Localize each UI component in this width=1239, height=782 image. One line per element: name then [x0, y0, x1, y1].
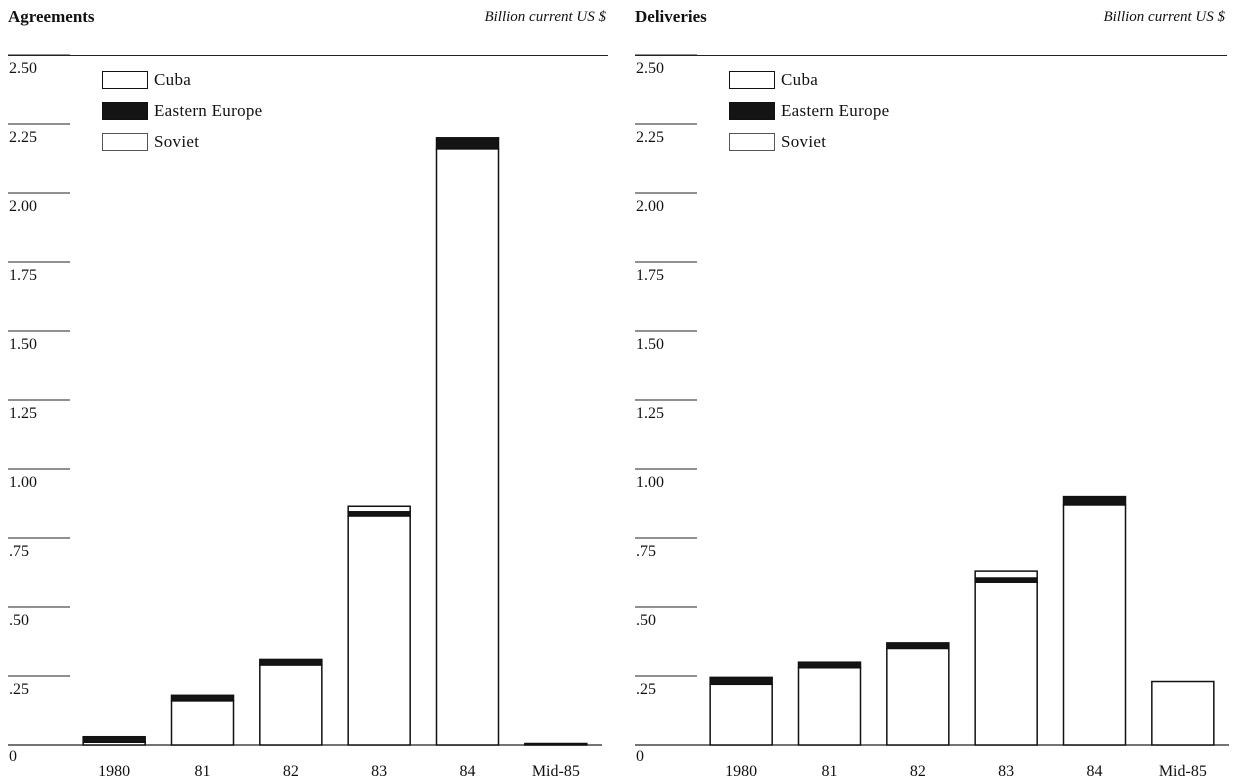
y-tick-label: 1.75 [9, 267, 37, 284]
legend-label-soviet: Soviet [781, 131, 827, 151]
bar-segment-soviet [974, 581, 1038, 746]
bar-segment-cuba [974, 570, 1038, 579]
legend-label-eastern-europe: Eastern Europe [154, 100, 263, 120]
bar-segment-eastern-europe [170, 694, 235, 702]
x-tick-label: Mid-85 [1159, 763, 1207, 780]
deliveries-top-rule [635, 55, 1227, 56]
bar-segment-soviet [347, 515, 411, 746]
y-tick-label: .50 [636, 612, 656, 629]
bar-segment-eastern-europe [1062, 495, 1127, 506]
bar-segment-soviet [886, 647, 950, 746]
legend-item-soviet: Soviet [102, 126, 263, 157]
x-tick-label: 1980 [98, 763, 130, 780]
bar-segment-soviet [170, 700, 235, 746]
y-tick-label: 2.25 [9, 129, 37, 146]
x-tick-label: 82 [283, 763, 299, 780]
x-tick-label: 83 [371, 763, 387, 780]
agreements-chart: 0 .25 .50 .75 1.00 1.25 1.50 1.75 2.00 2.25 2.50 19… [8, 54, 602, 780]
x-tick-label: Mid-85 [532, 763, 580, 780]
y-tick-label: 1.50 [9, 336, 37, 353]
bar-segment-eastern-europe [709, 676, 773, 686]
legend-label-eastern-europe: Eastern Europe [781, 100, 890, 120]
bar-segment-soviet [1151, 680, 1215, 746]
y-tick-label: 1.00 [636, 474, 664, 491]
bar-segment-cuba [347, 505, 411, 513]
y-tick-label: 1.75 [636, 267, 664, 284]
bar-segment-eastern-europe [797, 661, 862, 669]
x-tick-label: 1980 [725, 763, 757, 780]
y-tick-label: .75 [636, 543, 656, 560]
legend-swatch-soviet [102, 132, 148, 151]
legend-swatch-cuba [729, 70, 775, 89]
y-tick-label: .25 [9, 681, 29, 698]
agreements-panel: Agreements Billion current US $ 0 .25 .50.… [8, 7, 608, 780]
bar-segment-eastern-europe [82, 735, 146, 743]
legend-item-eastern-europe: Eastern Europe [729, 95, 890, 126]
deliveries-unit-label: Billion current US $ [1103, 9, 1225, 25]
bar-segment-soviet [1062, 504, 1127, 746]
y-tick-label: 1.25 [636, 405, 664, 422]
x-tick-label: 84 [1087, 763, 1103, 780]
deliveries-legend: Cuba Eastern Europe Soviet [729, 64, 890, 157]
bar-segment-eastern-europe [259, 658, 323, 666]
x-tick-label: 82 [910, 763, 926, 780]
legend-item-cuba: Cuba [729, 64, 890, 95]
y-tick-label: 1.25 [9, 405, 37, 422]
legend-swatch-eastern-europe [729, 101, 775, 120]
bar-segment-soviet [709, 683, 773, 746]
x-tick-label: 81 [195, 763, 211, 780]
y-tick-label: 0 [636, 748, 644, 765]
y-tick-label: 2.50 [9, 60, 37, 77]
legend-label-cuba: Cuba [154, 69, 192, 89]
legend-swatch-cuba [102, 70, 148, 89]
deliveries-chart: 0 .25 .50 .75 1.00 1.25 1.50 1.75 2.00 2.25 2.50 19… [635, 54, 1229, 780]
bar-segment-eastern-europe [886, 642, 950, 650]
bar-segment-eastern-europe [435, 137, 500, 150]
y-tick-label: 1.50 [636, 336, 664, 353]
legend-label-cuba: Cuba [781, 69, 819, 89]
legend-item-eastern-europe: Eastern Europe [102, 95, 263, 126]
deliveries-panel: Deliveries Billion current US $ 0 .25 .50.… [627, 0, 1239, 782]
deliveries-title: Deliveries [635, 7, 707, 26]
bar-segment-eastern-europe [524, 742, 588, 746]
legend-item-soviet: Soviet [729, 126, 890, 157]
y-tick-label: 2.00 [636, 198, 664, 215]
x-tick-label: 83 [998, 763, 1014, 780]
y-tick-label: .50 [9, 612, 29, 629]
y-tick-label: 2.25 [636, 129, 664, 146]
bar-segment-soviet [259, 664, 323, 746]
y-tick-label: 1.00 [9, 474, 37, 491]
agreements-unit-label: Billion current US $ [484, 9, 606, 25]
bar-segment-soviet [435, 148, 500, 746]
agreements-top-rule [8, 55, 608, 56]
legend-item-cuba: Cuba [102, 64, 263, 95]
y-tick-label: 2.00 [9, 198, 37, 215]
x-tick-label: 81 [822, 763, 838, 780]
x-tick-label: 84 [460, 763, 476, 780]
y-tick-label: 2.50 [636, 60, 664, 77]
legend-label-soviet: Soviet [154, 131, 200, 151]
y-tick-label: .75 [9, 543, 29, 560]
agreements-title: Agreements [8, 7, 95, 26]
legend-swatch-eastern-europe [102, 101, 148, 120]
y-tick-label: .25 [636, 681, 656, 698]
agreements-legend: Cuba Eastern Europe Soviet [102, 64, 263, 157]
y-tick-label: 0 [9, 748, 17, 765]
bar-segment-soviet [797, 666, 862, 746]
legend-swatch-soviet [729, 132, 775, 151]
